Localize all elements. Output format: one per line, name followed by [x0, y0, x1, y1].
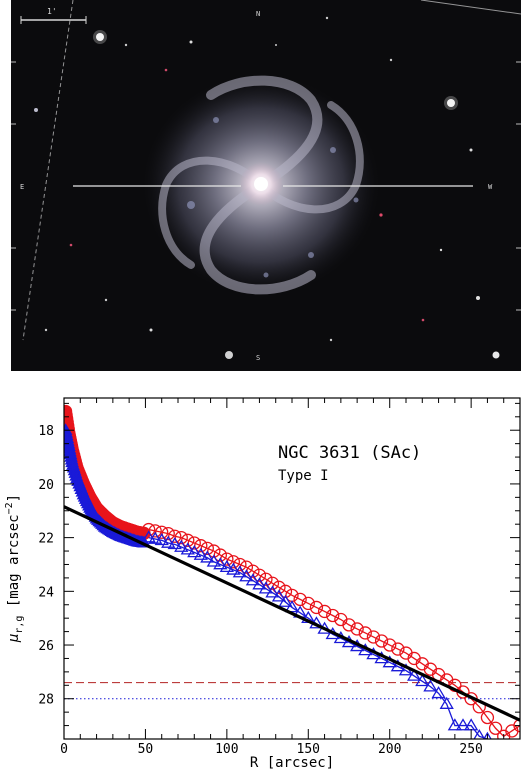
- galaxy-image-panel: 1' N E W S: [11, 0, 522, 371]
- galaxy-image: 1' N E W S: [11, 0, 522, 371]
- x-tick-label: 200: [378, 742, 401, 757]
- series-r-point: [488, 721, 503, 735]
- y-tick-label: 24: [38, 585, 54, 600]
- series-g-point: [154, 533, 169, 546]
- y-tick-label: 26: [38, 639, 54, 654]
- series-g-point: [206, 554, 221, 567]
- series-r-point: [200, 541, 214, 556]
- series-g-point: [245, 573, 261, 586]
- series-g-point: [219, 559, 234, 573]
- series-r-point: [317, 604, 332, 619]
- series-r-point: [168, 529, 182, 543]
- series-r-point: [181, 533, 195, 547]
- x-tick-label: 250: [459, 742, 482, 757]
- series-g-point: [148, 531, 163, 544]
- series-r-point: [161, 526, 175, 541]
- series-r-point: [391, 642, 405, 656]
- series-r-point: [383, 638, 397, 652]
- chart-title: NGC 3631 (SAc): [278, 443, 421, 463]
- series-r-point: [187, 536, 201, 550]
- series-g-point: [187, 545, 202, 558]
- series-g-point: [455, 718, 471, 731]
- series-g-point: [193, 547, 208, 560]
- chart-subtitle: Type I: [278, 468, 329, 484]
- series-g-point: [423, 679, 438, 692]
- fit-line: [64, 505, 520, 722]
- compass-west: W: [488, 183, 493, 191]
- series-g-point: [473, 729, 486, 739]
- series-layer: [64, 404, 520, 739]
- x-tick-label: 150: [297, 742, 320, 757]
- compass-north: N: [256, 10, 260, 18]
- y-tick-label: 18: [38, 424, 54, 439]
- series-g-point: [200, 550, 215, 563]
- series-g-point: [464, 718, 479, 731]
- frame-ticks: [11, 61, 521, 311]
- series-r-point: [301, 596, 315, 611]
- axes-layer: 0 50 100 150 200 250 18 20 22 24 26 28: [38, 397, 521, 757]
- series-g-point: [284, 600, 300, 613]
- scale-bar-label: 1': [47, 7, 57, 16]
- x-tick-label: 100: [215, 742, 238, 757]
- series-r-point: [194, 539, 208, 553]
- series-g: [64, 423, 492, 739]
- x-tick-label: 0: [60, 742, 68, 757]
- series-g-point: [232, 565, 248, 578]
- series-r-point: [366, 630, 381, 644]
- series-g-point: [161, 535, 176, 548]
- series-r-point: [358, 626, 372, 640]
- series-g-point: [252, 577, 267, 590]
- y-tick-label: 20: [38, 478, 54, 493]
- series-r-point: [342, 618, 356, 632]
- scale-bar: 1': [20, 7, 87, 24]
- series-r-point: [148, 524, 162, 538]
- series-g-point: [271, 589, 287, 602]
- y-axis-label: μr,g [mag arcsec−2]: [4, 494, 25, 643]
- compass-south: S: [256, 354, 260, 362]
- series-r-point: [513, 718, 520, 733]
- series-g-line: [148, 536, 488, 739]
- series-g-point: [265, 585, 280, 598]
- series-r-point: [480, 710, 495, 725]
- series-r-point: [309, 600, 324, 615]
- x-tick-label: 50: [138, 742, 154, 757]
- surface-brightness-chart: 0 50 100 150 200 250 18 20 22 24 26 28 NGC 3631 (SA…: [4, 397, 521, 771]
- series-r-point: [213, 548, 227, 562]
- series-g-point: [258, 581, 274, 594]
- series-r-point: [326, 608, 340, 623]
- series-g-point: [174, 539, 189, 552]
- series-g-point: [167, 537, 182, 550]
- profile-chart-panel: 0 50 100 150 200 250 18 20 22 24 26 28 NGC 3631 (SA…: [0, 380, 526, 771]
- series-g-point: [278, 594, 293, 607]
- series-g-point: [407, 668, 422, 681]
- series-g-point: [431, 686, 446, 699]
- series-g-point: [439, 696, 454, 709]
- y-tick-label: 28: [38, 693, 54, 708]
- series-g-point: [226, 562, 241, 575]
- series-g-point: [483, 731, 492, 739]
- field-stars: [34, 16, 500, 359]
- y-tick-label: 22: [38, 532, 54, 547]
- series-g-point: [239, 569, 254, 582]
- series-g-point: [180, 542, 195, 555]
- compass-east: E: [20, 183, 24, 191]
- series-r-point: [374, 634, 389, 648]
- series-g-point: [447, 718, 462, 731]
- series-r-point: [174, 530, 188, 545]
- galaxy-ngc3631: [143, 75, 379, 295]
- x-axis-label: R [arcsec]: [250, 755, 334, 771]
- series-r-point: [350, 622, 364, 636]
- series-r-point: [293, 592, 307, 607]
- series-r-point: [142, 522, 156, 537]
- series-g-point: [213, 557, 228, 570]
- series-r-point: [155, 525, 169, 539]
- series-g-point: [141, 530, 156, 543]
- series-g-point: [415, 673, 430, 687]
